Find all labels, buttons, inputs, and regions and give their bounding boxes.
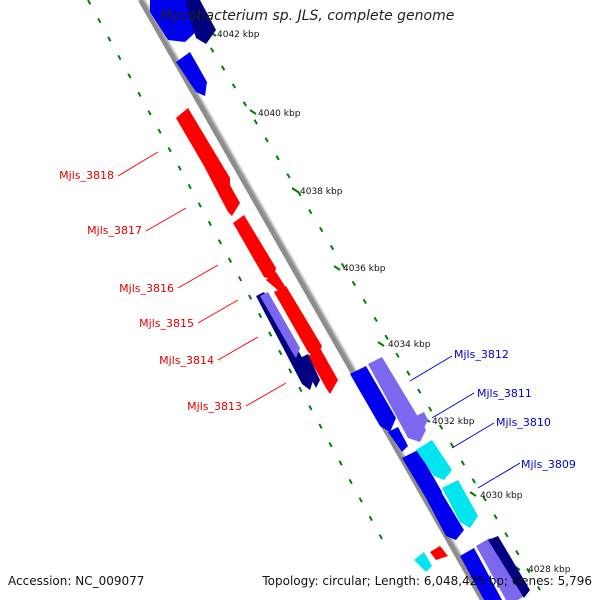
left-gene-labels: Mjls_3818 Mjls_3817 Mjls_3816 Mjls_3815 … <box>59 169 242 413</box>
leader-line <box>477 462 521 489</box>
gene-arrow[interactable] <box>176 52 207 96</box>
inner-blue-genes <box>256 292 320 390</box>
tick-mark <box>291 187 299 193</box>
gene-arrow[interactable] <box>274 286 322 358</box>
gene-label[interactable]: Mjls_3810 <box>496 416 551 429</box>
top-genes <box>150 0 216 96</box>
leader-line <box>431 392 475 419</box>
genome-summary-text: Topology: circular; Length: 6,048,425 bp… <box>262 574 592 588</box>
gene-label[interactable]: Mjls_3809 <box>521 458 576 471</box>
gene-label[interactable]: Mjls_3813 <box>187 400 242 413</box>
gene-label[interactable]: Mjls_3818 <box>59 169 114 182</box>
tick-label: 4036 kbp <box>343 264 386 274</box>
genome-title: Mycobacterium sp. JLS, complete genome <box>160 8 455 24</box>
accession-text: Accession: NC_009077 <box>8 574 145 588</box>
tick-mark <box>469 491 477 497</box>
gene-arrow[interactable] <box>430 546 448 560</box>
gene-arrow[interactable] <box>350 366 396 432</box>
leader-line <box>117 151 159 177</box>
backbone <box>138 0 484 600</box>
tick-label: 4032 kbp <box>432 417 475 427</box>
gene-label[interactable]: Mjls_3812 <box>454 348 509 361</box>
gene-arrow[interactable] <box>414 552 432 572</box>
gene-arrow[interactable] <box>185 0 216 44</box>
gene-arrow[interactable] <box>442 480 478 528</box>
leader-line <box>217 336 259 361</box>
gene-arrow[interactable] <box>308 348 338 394</box>
gene-arrow[interactable] <box>388 427 408 452</box>
gene-label[interactable]: Mjls_3814 <box>159 354 214 367</box>
gene-arrow[interactable] <box>150 0 200 42</box>
inner-dotted-track <box>87 0 389 551</box>
gene-arrow[interactable] <box>205 160 240 216</box>
gene-arrow[interactable] <box>402 450 442 506</box>
tick-label: 4042 kbp <box>217 30 260 40</box>
gene-arrow[interactable] <box>488 536 530 598</box>
gene-arrow[interactable] <box>476 538 524 600</box>
leader-line <box>451 422 495 449</box>
tick-label: 4034 kbp <box>388 340 431 350</box>
leader-line <box>177 264 219 289</box>
gene-label[interactable]: Mjls_3811 <box>477 387 532 400</box>
gene-arrow[interactable] <box>416 440 452 480</box>
leader-line <box>245 382 287 407</box>
gene-arrow[interactable] <box>300 354 320 388</box>
tick-mark <box>333 265 341 271</box>
right-leader-lines <box>409 355 521 489</box>
gene-label[interactable]: Mjls_3817 <box>87 224 142 237</box>
leader-line <box>145 207 187 232</box>
tick-label: 4030 kbp <box>480 491 523 501</box>
leader-line <box>409 355 453 382</box>
tick-mark <box>377 341 385 347</box>
gene-arrow[interactable] <box>233 215 276 280</box>
gene-arrow[interactable] <box>408 412 428 432</box>
gene-arrow[interactable] <box>260 292 300 358</box>
gene-arrow[interactable] <box>256 292 314 390</box>
gene-arrow[interactable] <box>426 490 464 540</box>
tick-label: 4040 kbp <box>258 109 301 119</box>
tick-labels: 4042 kbp 4040 kbp 4038 kbp 4036 kbp 4034… <box>217 30 571 575</box>
tick-mark <box>249 109 257 115</box>
gene-label[interactable]: Mjls_3816 <box>119 282 174 295</box>
outer-dotted-track <box>199 29 541 591</box>
gene-label[interactable]: Mjls_3815 <box>139 317 194 330</box>
left-leader-lines <box>117 151 287 407</box>
right-genes <box>350 357 530 600</box>
red-genes <box>176 108 338 394</box>
tick-label: 4038 kbp <box>300 187 343 197</box>
gene-arrow[interactable] <box>266 272 286 292</box>
tick-label: 4028 kbp <box>528 565 571 575</box>
gene-arrow[interactable] <box>460 548 502 600</box>
leader-line <box>197 299 239 324</box>
right-gene-labels: Mjls_3812 Mjls_3811 Mjls_3810 Mjls_3809 <box>454 348 576 471</box>
